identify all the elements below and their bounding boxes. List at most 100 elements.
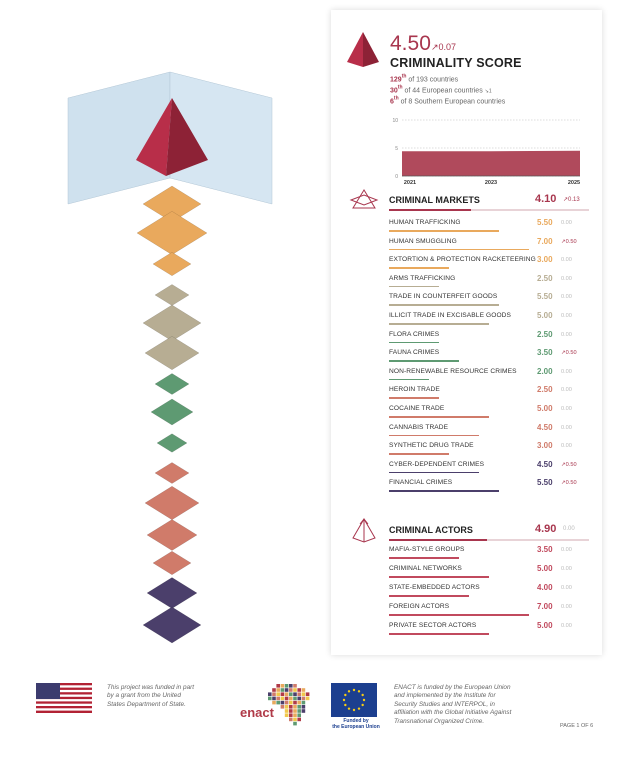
indicator-label: HEROIN TRADE: [389, 386, 440, 394]
indicator-label: COCAINE TRADE: [389, 405, 445, 412]
indicator-bar: [389, 230, 499, 232]
market-diamond: [136, 211, 208, 255]
market-diamond: [150, 398, 194, 426]
indicator-label: EXTORTION & PROTECTION RACKETEERING: [389, 256, 536, 264]
diamond-stack: [136, 185, 208, 644]
indicator-bar: [389, 267, 449, 269]
eu-flag-icon: [331, 683, 377, 717]
indicator-value: 7.00: [537, 236, 553, 246]
markets-row: FAUNA CRIMES 3.50 ↗0.50: [389, 346, 589, 364]
eu-star-icon: [357, 690, 361, 693]
markets-row: SYNTHETIC DRUG TRADE 3.00 0.00: [389, 439, 589, 457]
indicator-bar: [389, 416, 489, 418]
indicator-delta: 0.00: [561, 604, 572, 610]
logo-tile: [297, 709, 301, 713]
criminality-score-header: 4.50 ↗0.07 CRIMINALITY SCORE 129th of 19…: [345, 24, 595, 114]
market-diamond: [154, 462, 190, 484]
logo-tile: [276, 684, 280, 688]
indicator-delta: ↗0.50: [561, 238, 577, 245]
eu-star-icon: [352, 708, 356, 712]
pyramid-icon: [347, 32, 379, 67]
logo-tile: [284, 709, 289, 713]
markets-row: NON-RENEWABLE RESOURCE CRIMES 2.00 0.00: [389, 365, 589, 383]
logo-tile: [301, 696, 306, 701]
logo-tile: [297, 705, 301, 709]
markets-row: FINANCIAL CRIMES 5.50 ↗0.50: [389, 476, 589, 494]
eu-star-icon: [357, 707, 361, 710]
markets-row: HEROIN TRADE 2.50 0.00: [389, 383, 589, 401]
logo-tile: [284, 696, 289, 701]
markets-row: EXTORTION & PROTECTION RACKETEERING 3.00 0…: [389, 253, 589, 271]
score-trend-chart: 10 5 0 2021 2023 2025: [392, 118, 580, 186]
logo-tile: [280, 684, 285, 688]
eu-star-icon: [347, 690, 351, 693]
indicator-label: CANNABIS TRADE: [389, 423, 449, 431]
markets-row: CANNABIS TRADE 4.50 0.00: [389, 421, 589, 439]
criminality-score-delta: ↗0.07: [431, 42, 457, 52]
logo-tile: [293, 692, 297, 696]
chart-y-tick-label: 5: [395, 146, 398, 152]
indicator-bar: [389, 453, 449, 455]
criminality-score-value: 4.50: [390, 32, 431, 55]
logo-tile: [297, 688, 301, 692]
markets-row: HUMAN TRAFFICKING 5.50 0.00: [389, 216, 589, 234]
indicator-bar: [389, 378, 429, 381]
indicator-delta: ↗0.50: [561, 480, 577, 487]
indicator-value: 4.00: [537, 583, 553, 592]
logo-tile: [276, 700, 280, 705]
indicator-value: 5.00: [537, 311, 553, 320]
indicator-value: 2.50: [537, 385, 553, 395]
indicator-delta: ↗0.50: [561, 461, 577, 468]
criminality-pyramid-graphic: [67, 71, 273, 644]
logo-tile: [305, 692, 310, 696]
logo-tile: [284, 692, 289, 696]
logo-tile: [280, 692, 285, 696]
rank-region: 6th of 8 Southern European countries: [390, 96, 506, 106]
indicator-delta: 0.00: [561, 406, 572, 412]
indicator-label: FINANCIAL CRIMES: [389, 479, 453, 487]
logo-tile: [293, 705, 297, 709]
eu-funded-caption: Funded by the European Union: [332, 718, 380, 730]
market-diamond: [144, 336, 200, 370]
criminality-score-title: CRIMINALITY SCORE: [390, 56, 522, 70]
logo-tile: [284, 688, 289, 692]
logo-tile: [268, 692, 272, 696]
indicator-label: ILLICIT TRADE IN EXCISABLE GOODS: [389, 312, 512, 319]
indicator-bar: [389, 614, 529, 616]
logo-tile: [289, 705, 293, 709]
logo-tile: [284, 713, 289, 717]
logo-tile: [289, 713, 293, 717]
indicator-bar: [389, 285, 439, 288]
logo-tile: [284, 705, 289, 709]
indicator-bar: [389, 633, 489, 635]
indicator-label: SYNTHETIC DRUG TRADE: [389, 442, 474, 450]
indicator-bar: [389, 323, 489, 325]
logo-tile: [297, 713, 301, 717]
pyramid-face-left: [136, 98, 172, 176]
indicator-bar: [389, 434, 479, 437]
indicator-delta: 0.00: [561, 547, 572, 553]
indicator-label: FAUNA CRIMES: [389, 349, 440, 357]
indicator-delta: 0.00: [561, 623, 572, 629]
indicator-value: 3.00: [537, 255, 553, 265]
actors-underline: [389, 539, 589, 541]
indicator-bar: [389, 490, 499, 492]
pyramid-face-right: [166, 98, 208, 176]
eu-star-icon: [344, 703, 347, 707]
logo-tile: [301, 688, 306, 692]
indicator-delta: 0.00: [561, 566, 572, 572]
logo-tile: [297, 717, 301, 722]
market-diamond: [152, 251, 192, 277]
rank-world: 129th of 193 countries: [390, 74, 459, 84]
africa-map-logo-icon: [268, 684, 310, 726]
indicator-label: NON-RENEWABLE RESOURCE CRIMES: [389, 367, 517, 375]
indicator-value: 3.50: [537, 348, 553, 358]
logo-tile: [272, 696, 276, 701]
logo-tile: [297, 700, 301, 705]
market-diamond: [142, 304, 202, 342]
market-diamond: [142, 606, 202, 644]
market-diamond: [146, 519, 198, 551]
indicator-bar: [389, 557, 459, 559]
logo-tile: [289, 688, 293, 692]
indicator-delta: 0.00: [561, 275, 572, 282]
